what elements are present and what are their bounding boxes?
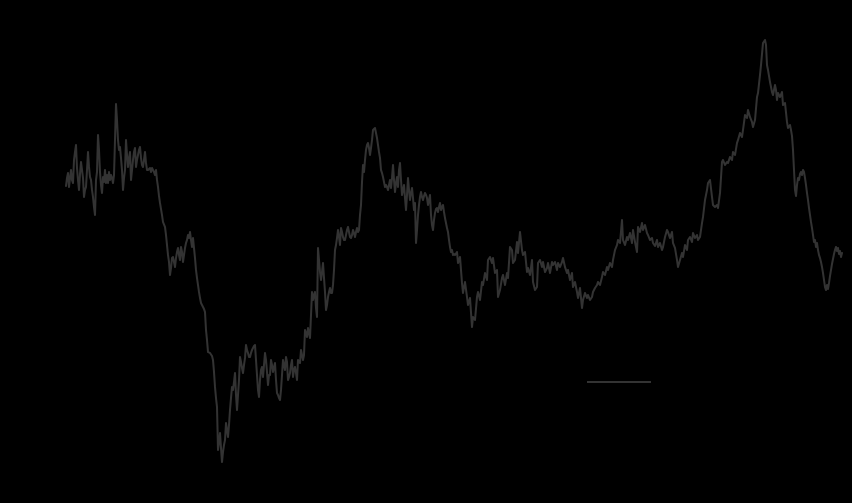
data-series-line	[65, 39, 843, 463]
